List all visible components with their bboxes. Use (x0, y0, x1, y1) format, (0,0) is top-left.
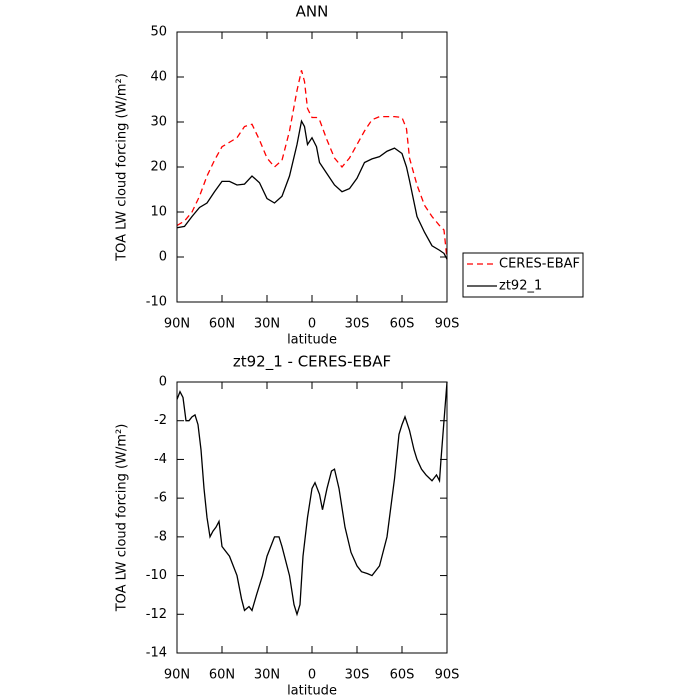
y-axis-label: TOA LW cloud forcing (W/m²) (115, 424, 130, 613)
y-tick-label: -8 (154, 529, 167, 544)
y-tick-label: 50 (150, 25, 167, 40)
y-tick-label: 30 (150, 115, 167, 130)
x-tick-label: 60N (209, 317, 235, 332)
plot-frame (176, 31, 448, 303)
legend: CERES-EBAF zt92_1 (462, 252, 584, 298)
y-tick-label: 0 (159, 375, 167, 390)
x-tick-label: 30S (345, 317, 370, 332)
y-tick-label: 40 (150, 70, 167, 85)
x-tick-label: 60N (209, 668, 235, 683)
series-line (176, 70, 448, 260)
chart-title: ANN (296, 3, 329, 21)
x-tick-label: 30N (254, 668, 280, 683)
legend-label: zt92_1 (499, 279, 542, 294)
y-tick-label: -6 (154, 491, 167, 506)
x-axis-label: latitude (287, 333, 337, 348)
x-tick-label: 90S (435, 317, 460, 332)
legend-label: CERES-EBAF (499, 257, 580, 272)
y-tick-label: -14 (146, 646, 167, 661)
y-tick-label: -4 (154, 452, 167, 467)
series-line (176, 119, 448, 260)
legend-box (462, 252, 584, 298)
y-tick-label: -10 (146, 568, 167, 583)
y-tick-label: -10 (146, 295, 167, 310)
y-axis-label: TOA LW cloud forcing (W/m²) (115, 73, 130, 262)
x-tick-label: 0 (308, 317, 316, 332)
x-tick-label: 30N (254, 317, 280, 332)
x-tick-label: 60S (390, 668, 415, 683)
y-tick-label: 0 (159, 250, 167, 265)
plot-frame (176, 381, 448, 654)
chart-title: zt92_1 - CERES-EBAF (233, 353, 391, 372)
x-tick-label: 90N (164, 668, 190, 683)
series-line (176, 381, 448, 617)
y-tick-label: -2 (154, 413, 167, 428)
y-tick-label: 10 (150, 205, 167, 220)
x-tick-label: 60S (390, 317, 415, 332)
y-tick-label: 20 (150, 160, 167, 175)
x-tick-label: 90N (164, 317, 190, 332)
x-tick-label: 0 (308, 668, 316, 683)
x-axis-label: latitude (287, 684, 337, 699)
x-tick-label: 90S (435, 668, 460, 683)
x-tick-label: 30S (345, 668, 370, 683)
y-tick-label: -12 (146, 607, 167, 622)
